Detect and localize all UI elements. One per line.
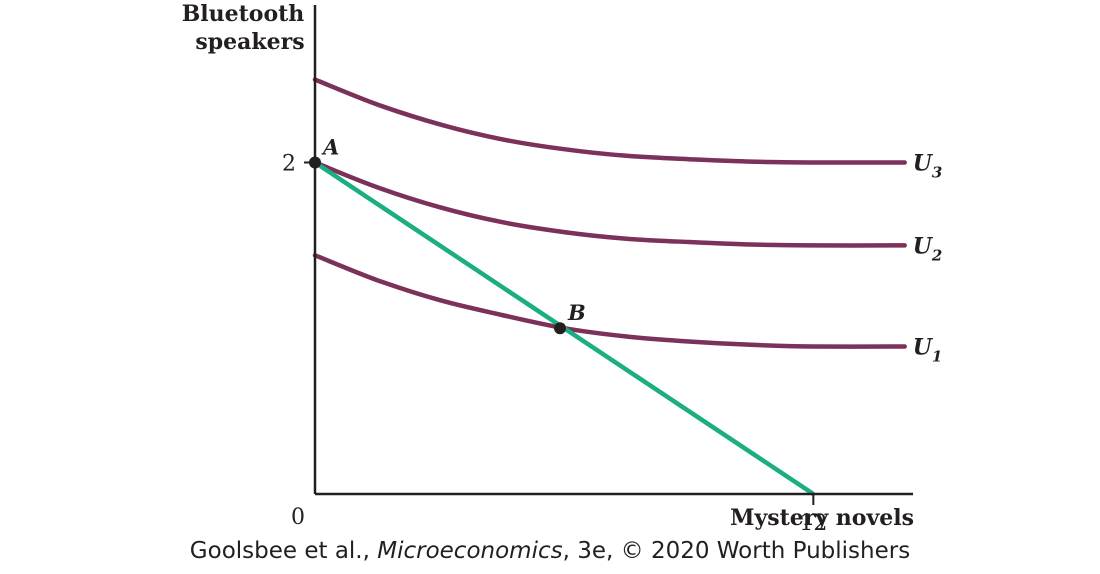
y-axis-label-line-1: Bluetooth xyxy=(182,1,305,27)
credit-publisher: , 3e, © 2020 Worth Publishers xyxy=(562,538,911,564)
indifference-curves xyxy=(312,77,907,349)
curve-label-u3: U3 xyxy=(913,150,943,181)
curve-label-subscript: 1 xyxy=(932,347,942,365)
point-a-marker xyxy=(309,156,321,169)
y-axis-label-line-2: speakers xyxy=(195,29,304,55)
indifference-curve-u2 xyxy=(312,160,907,248)
indifference-curve-u3 xyxy=(312,77,907,165)
curve-label-subscript: 2 xyxy=(931,246,942,264)
indifference-curve-u1 xyxy=(312,253,907,349)
x-axis-label: Mystery novels xyxy=(730,505,914,531)
y-tick-label: 2 xyxy=(282,151,296,176)
credit-authors: Goolsbee et al., xyxy=(189,538,378,564)
point-b-marker xyxy=(554,322,567,335)
labeled-points: AB xyxy=(309,134,586,335)
axis-ticks: 12 2 xyxy=(282,151,827,536)
curve-labels: U3 U2 U1 xyxy=(913,150,943,365)
credit-line: Goolsbee et al., Microeconomics, 3e, © 2… xyxy=(0,538,1100,564)
point-b-label: B xyxy=(567,300,586,325)
axes xyxy=(313,5,913,496)
x-tick-label: 12 xyxy=(799,511,827,536)
curve-label-u2: U2 xyxy=(913,233,943,264)
point-a-label: A xyxy=(321,134,339,159)
curve-label-u1: U1 xyxy=(913,334,943,365)
credit-work-title: Microeconomics xyxy=(377,538,563,564)
curve-label-subscript: 3 xyxy=(932,163,942,181)
origin-label: 0 xyxy=(291,505,305,530)
